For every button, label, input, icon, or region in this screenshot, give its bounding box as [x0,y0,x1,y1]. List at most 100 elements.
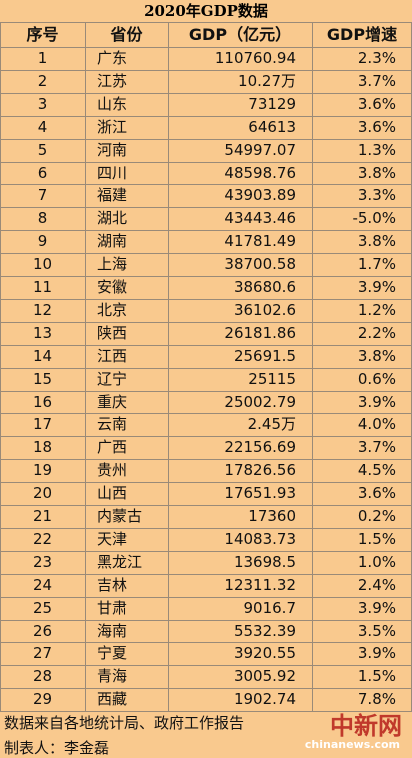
row-line [0,436,412,438]
cell: 5 [37,140,48,159]
row-line [0,276,412,277]
cell: 湖北 [97,209,128,228]
row-line [0,230,412,232]
cell: 19 [32,461,53,480]
cell: 河南 [97,140,128,159]
row-line [0,161,412,163]
cell: 3.6% [357,484,396,503]
cell: 湖南 [97,232,128,251]
cell: 14 [32,346,53,365]
footer-source: 数据来自各地统计局、政府工作报告 [4,714,245,732]
cell: 3.8% [357,163,396,182]
cell: 7.8% [357,690,396,709]
cell: 北京 [97,300,128,319]
cell: 27 [32,644,53,663]
cell: 1902.74 [233,690,296,709]
cell: 28 [32,667,53,686]
cell: 内蒙古 [97,507,143,525]
cell: 广西 [97,438,128,457]
cell: 西藏 [97,690,128,709]
cell: 甘肃 [97,598,128,617]
cell: 4 [37,117,48,136]
row-line [0,459,412,461]
cell: 黑龙江 [97,552,143,571]
cell: 9016.7 [243,598,297,617]
row-line [0,298,412,300]
cell: 2.3% [357,49,396,67]
row-line [0,253,412,255]
row-line [0,482,412,484]
cell: 3.9% [357,644,396,663]
cell: 陕西 [97,323,128,342]
cell: 天津 [97,529,128,548]
cell: 7 [37,186,48,205]
cell: 10 [32,255,53,274]
cell: 5532.39 [233,621,296,640]
cell: 3.6% [357,94,396,113]
cell: 4.0% [357,415,396,434]
cell: 3.8% [357,232,396,251]
cell: 26181.86 [224,323,296,342]
cell: 0.6% [357,369,396,388]
row-line [0,115,412,117]
cell: 2.4% [357,575,396,594]
cell: 48598.76 [224,163,296,182]
cell: 9 [37,232,48,251]
cell: 2.45万 [247,415,296,434]
row-line [0,47,412,48]
cell: 41781.49 [224,232,296,251]
cell: 26 [32,621,53,640]
cell: 38680.6 [233,278,296,296]
cell: 1.7% [357,255,396,274]
cell: 贵州 [97,461,128,480]
cell: 3.7% [357,71,396,90]
cell: 四川 [97,163,128,182]
cell: 山东 [97,94,128,113]
col-line [168,22,169,712]
row-line [0,505,412,506]
title: 2020年GDP数据 [144,2,268,20]
cell: 36102.6 [233,300,296,319]
row-line [0,390,412,392]
row-line [0,573,412,575]
cell: 43443.46 [224,209,296,228]
cell: 3.9% [357,278,396,296]
cell: 1.5% [357,529,396,548]
cell: 22156.69 [224,438,296,457]
col-line [0,22,1,712]
header-cell: 序号 [26,25,59,44]
cell: 21 [32,507,53,525]
row-line [0,665,412,667]
cell: 1.3% [357,140,396,159]
row-line [0,92,412,94]
row-line [0,138,412,140]
row-line [0,69,412,71]
cell: 43903.89 [224,186,296,205]
cell: 3005.92 [233,667,296,686]
cell: 上海 [97,255,128,274]
cell: 11 [32,278,53,296]
cell: 13698.5 [233,552,296,571]
cell: 16 [32,392,53,411]
row-line [0,550,412,552]
cell: 2 [37,71,48,90]
cell: 3.3% [357,186,396,205]
row-line [0,596,412,598]
cell: 福建 [97,186,128,205]
cell: 0.2% [357,507,396,525]
col-line [312,22,313,712]
cell: 浙江 [97,117,128,136]
cell: 3.8% [357,346,396,365]
cell: 17651.93 [224,484,296,503]
cell: 江苏 [97,71,128,90]
cell: 江西 [97,346,128,365]
cell: 海南 [97,621,128,640]
cell: 54997.07 [224,140,296,159]
cell: 25115 [248,369,296,388]
cell: 73129 [248,94,296,113]
cell: 1.2% [357,300,396,319]
cell: 3.9% [357,392,396,411]
cell: 2.2% [357,323,396,342]
